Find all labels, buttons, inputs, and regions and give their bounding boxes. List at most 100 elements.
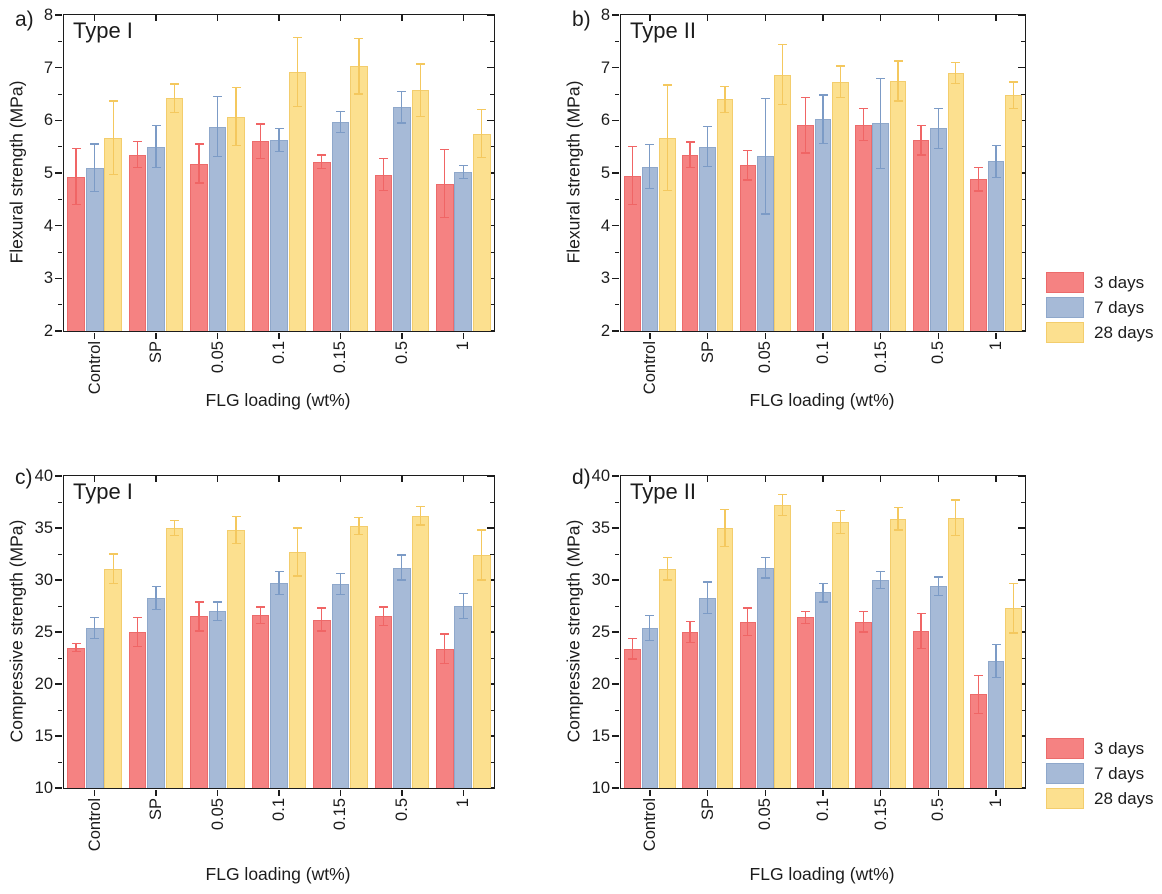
y-minor-tick [615,40,619,43]
panel-c-compressive-type-1: c) Compressive strength (MPa) Type I 10 1… [0,440,560,894]
y-major-tick [55,683,62,685]
error-cap [720,85,730,87]
bar-7-days-control [641,627,659,788]
bar-7-days-0-1 [814,119,832,331]
error-cap [133,616,143,619]
error-bar-28-days-0-1 [839,510,841,534]
x-major-tick [462,789,464,796]
error-bar-3-days-sp [689,141,691,168]
error-cap [274,593,284,596]
x-major-tick [339,15,342,21]
error-bar-7-days-0-5 [401,91,403,123]
x-major-tick [94,332,96,339]
x-major-tick [155,15,157,21]
error-cap [354,533,364,535]
bar-7-days-0-1 [270,583,288,788]
y-major-tick [612,527,619,529]
bar-28-days-sp [716,528,734,788]
error-cap [933,147,943,149]
error-cap [627,658,637,660]
y-major-tick [55,14,62,16]
error-bar-3-days-sp [136,141,139,168]
x-major-tick [822,332,824,339]
error-cap [743,149,753,152]
bar-7-days-0-5 [930,586,947,788]
error-cap [974,675,984,677]
error-cap [876,587,886,590]
bar-3-days-0-5 [912,630,930,788]
y-tick-label: 20 [34,675,53,693]
error-cap [916,154,926,156]
bar-3-days-0-5 [374,174,393,331]
error-bar-28-days-0-15 [897,507,899,531]
error-bar-28-days-0-1 [296,37,299,107]
error-bar-7-days-0-5 [937,576,940,596]
bar-3-days-sp [681,154,699,331]
legend-item-3-days: 3 days [1046,736,1162,761]
error-cap [801,96,811,98]
error-cap [335,131,345,134]
error-cap [1009,632,1019,634]
x-major-tick [995,789,997,796]
bar-28-days-0-5 [411,515,430,788]
y-minor-tick [1021,198,1025,201]
y-minor-tick [490,304,494,306]
error-cap [835,97,845,99]
y-minor-tick [1021,501,1025,503]
error-cap [818,142,828,145]
x-major-tick [278,789,280,796]
bar-28-days-0-5 [947,517,965,788]
error-cap [876,571,886,573]
error-bar-3-days-1 [978,675,980,714]
x-tick-label: 0.05 [208,341,227,374]
y-tick-label: 25 [591,623,610,641]
y-major-tick [487,527,494,529]
error-bar-28-days-0-15 [897,60,899,101]
error-bar-28-days-1 [1012,81,1015,109]
error-bar-28-days-0-5 [419,506,421,525]
error-cap [293,575,303,577]
y-minor-tick [615,198,619,201]
error-cap [685,141,695,143]
error-cap [991,677,1001,679]
error-cap [213,96,223,98]
x-major-tick [155,476,157,482]
error-cap [858,108,868,110]
error-bar-3-days-sp [689,621,691,643]
y-minor-tick [58,501,62,503]
error-bar-28-days-0-05 [235,87,237,146]
x-axis-label: FLG loading (wt%) [749,390,895,410]
x-major-tick [216,15,219,21]
error-cap [951,534,961,536]
error-cap [317,168,327,170]
x-tick-label: SP [698,341,717,364]
error-bar-7-days-1 [462,593,464,619]
error-cap [397,579,407,581]
error-cap [170,111,180,114]
error-cap [760,213,770,215]
bar-3-days-0-1 [251,615,270,788]
error-cap [317,630,327,632]
y-major-tick [55,67,62,69]
error-cap [151,608,161,610]
x-major-tick [822,789,824,796]
error-cap [858,631,868,633]
bar-3-days-0-15 [855,621,872,788]
y-major-tick [55,475,62,477]
error-cap [317,607,327,609]
error-cap [397,554,407,556]
error-cap [90,190,100,193]
error-cap [90,616,100,619]
error-cap [893,506,903,508]
error-bar-28-days-0-1 [296,528,299,576]
bar-7-days-0-05 [208,611,227,788]
error-cap [703,166,713,168]
error-bar-28-days-control [112,554,114,584]
x-tick-label: SP [147,341,166,364]
bar-7-days-1 [454,171,473,331]
bar-28-days-control [658,568,676,788]
error-cap [951,61,961,64]
error-bar-28-days-0-1 [839,66,841,98]
error-cap [743,634,753,636]
error-cap [458,592,468,595]
